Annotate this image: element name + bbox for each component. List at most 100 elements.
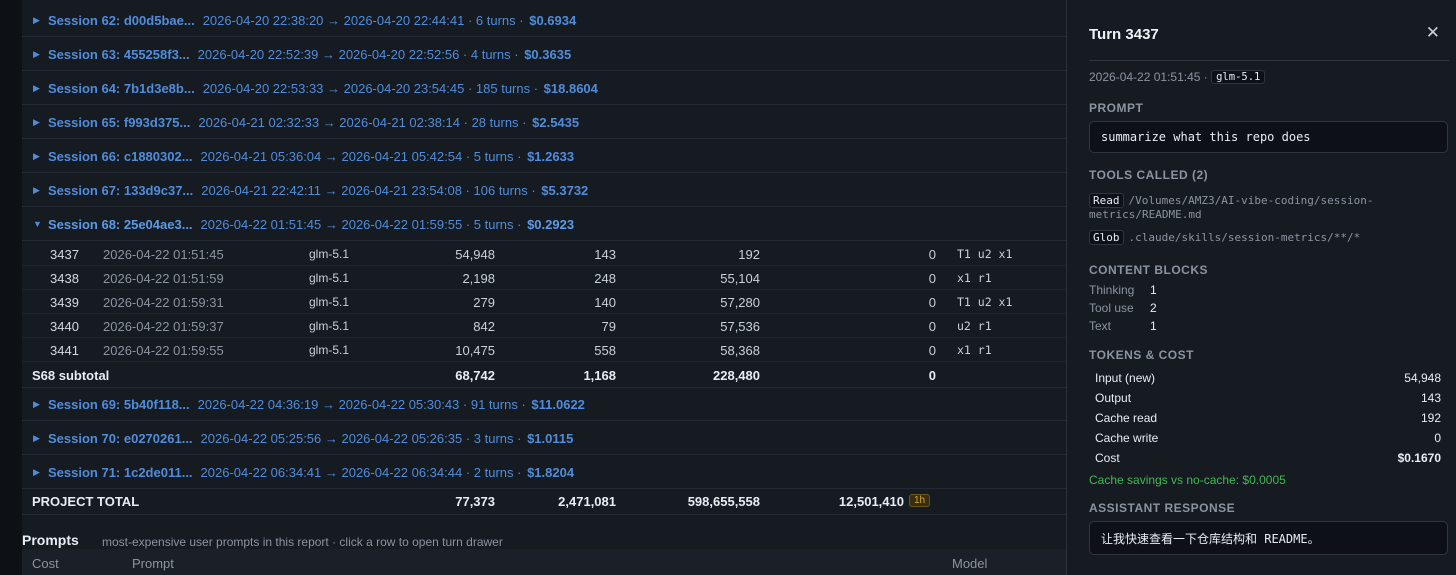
session-title: Session 69: 5b40f118... [48, 396, 190, 412]
turn-row[interactable]: 3438 2026-04-22 01:51:59 glm-5.1 2,198 2… [22, 266, 1066, 290]
turn-row[interactable]: 3440 2026-04-22 01:59:37 glm-5.1 842 79 … [22, 314, 1066, 338]
subtotal-output: 1,168 [583, 368, 616, 383]
session-range: 2026-04-22 05:25:56 → 2026-04-22 05:26:3… [200, 430, 463, 446]
turn-input: 10,475 [455, 343, 495, 358]
block-row: Text 1 [1089, 319, 1157, 333]
col-prompt[interactable]: Prompt [132, 556, 174, 571]
response-box: 让我快速查看一下仓库结构和 README。 [1089, 521, 1448, 555]
session-title: Session 70: e0270261... [48, 430, 193, 446]
prompt-box: summarize what this repo does [1089, 121, 1448, 153]
turn-id: 3441 [50, 343, 79, 358]
turn-timestamp: 2026-04-22 01:59:31 [103, 295, 224, 310]
session-turns: 6 turns [475, 12, 516, 28]
session-row[interactable]: ▶ Session 70: e0270261... 2026-04-22 05:… [22, 422, 1066, 455]
turn-meta: 2026-04-22 01:51:45 · glm-5.1 [1089, 70, 1266, 84]
tools-label: TOOLS CALLED (2) [1089, 168, 1209, 182]
session-cost: $1.8204 [527, 464, 575, 480]
triangle-right-icon: ▶ [33, 48, 40, 59]
turn-tools: T1 u2 x1 [957, 247, 1013, 261]
triangle-right-icon: ▶ [33, 184, 40, 195]
session-cost: $2.5435 [532, 114, 580, 130]
session-row[interactable]: ▶ Session 66: c1880302... 2026-04-21 05:… [22, 140, 1066, 173]
turn-row[interactable]: 3439 2026-04-22 01:59:31 glm-5.1 279 140… [22, 290, 1066, 314]
turn-cache-read: 57,280 [720, 295, 760, 310]
turn-tools: x1 r1 [957, 343, 992, 357]
session-row[interactable]: ▶ Session 63: 455258f3... 2026-04-20 22:… [22, 38, 1066, 71]
turn-input: 54,948 [455, 247, 495, 262]
session-range: 2026-04-20 22:53:33 → 2026-04-20 23:54:4… [202, 80, 465, 96]
turn-cache-read: 192 [738, 247, 760, 262]
tool-arg: /Volumes/AMZ3/AI-vibe-coding/session- [1128, 194, 1374, 207]
subtotal-cache-write: 0 [928, 368, 936, 383]
drawer-title: Turn 3437 [1089, 26, 1159, 43]
turn-tools: x1 r1 [957, 271, 992, 285]
block-row: Thinking 1 [1089, 283, 1157, 297]
token-row: Cache read 192 [1095, 411, 1441, 425]
triangle-right-icon: ▶ [33, 116, 40, 127]
response-text: 让我快速查看一下仓库结构和 README。 [1101, 532, 1320, 546]
total-input: 77,373 [455, 494, 495, 509]
session-row[interactable]: ▶ Session 69: 5b40f118... 2026-04-22 04:… [22, 388, 1066, 421]
token-key: Cache read [1095, 411, 1158, 425]
total-output: 2,471,081 [558, 494, 616, 509]
col-cost[interactable]: Cost [32, 556, 59, 571]
session-row-expanded[interactable]: ▼ Session 68: 25e04ae3... 2026-04-22 01:… [22, 208, 1066, 241]
token-key: Cost [1095, 451, 1120, 465]
tool-name: Read [1089, 193, 1124, 208]
triangle-right-icon: ▶ [33, 398, 40, 409]
subtotal-input: 68,742 [455, 368, 495, 383]
token-row: Cache write 0 [1095, 431, 1441, 445]
session-cost: $1.0115 [527, 430, 574, 446]
session-range: 2026-04-21 02:32:33 → 2026-04-21 02:38:1… [198, 114, 461, 130]
response-label: ASSISTANT RESPONSE [1089, 501, 1236, 515]
token-key: Cache write [1095, 431, 1159, 445]
session-cost: $5.3732 [541, 182, 589, 198]
turn-model: glm-5.1 [309, 271, 350, 285]
turn-input: 2,198 [462, 271, 495, 286]
turn-input: 842 [473, 319, 495, 334]
turn-timestamp: 2026-04-22 01:59:55 [103, 343, 224, 358]
turn-cache-read: 55,104 [720, 271, 760, 286]
block-key: Tool use [1089, 301, 1134, 315]
token-key: Output [1095, 391, 1132, 405]
turn-row[interactable]: 3437 2026-04-22 01:51:45 glm-5.1 54,948 … [22, 242, 1066, 266]
session-title: Session 71: 1c2de011... [48, 464, 193, 480]
session-range: 2026-04-20 22:38:20 → 2026-04-20 22:44:4… [202, 12, 465, 28]
session-row[interactable]: ▶ Session 62: d00d5bae... 2026-04-20 22:… [22, 4, 1066, 37]
turn-id: 3438 [50, 271, 79, 286]
session-row[interactable]: ▶ Session 64: 7b1d3e8b... 2026-04-20 22:… [22, 72, 1066, 105]
turn-cache-write: 0 [928, 271, 936, 286]
session-range: 2026-04-21 22:42:11 → 2026-04-21 23:54:0… [201, 182, 462, 198]
prompt-label: PROMPT [1089, 101, 1144, 115]
token-value: $0.1670 [1397, 451, 1441, 465]
session-range: 2026-04-21 05:36:04 → 2026-04-21 05:42:5… [200, 148, 463, 164]
block-value: 1 [1150, 319, 1157, 333]
turn-input: 279 [473, 295, 495, 310]
session-turns: 106 turns [473, 182, 528, 198]
close-icon[interactable]: ✕ [1425, 23, 1440, 42]
prompts-heading: Prompts [22, 532, 79, 548]
session-title: Session 67: 133d9c37... [48, 182, 194, 198]
ttl-badge: 1h [909, 494, 931, 507]
turn-timestamp: 2026-04-22 01:51:59 [103, 271, 224, 286]
session-row[interactable]: ▶ Session 65: f993d375... 2026-04-21 02:… [22, 106, 1066, 139]
session-row[interactable]: ▶ Session 67: 133d9c37... 2026-04-21 22:… [22, 174, 1066, 207]
turn-output: 558 [594, 343, 616, 358]
turn-cache-write: 0 [928, 295, 936, 310]
session-title: Session 65: f993d375... [48, 114, 191, 130]
token-key: Input (new) [1095, 371, 1156, 385]
turn-id: 3439 [50, 295, 79, 310]
session-row[interactable]: ▶ Session 71: 1c2de011... 2026-04-22 06:… [22, 456, 1066, 489]
turn-row[interactable]: 3441 2026-04-22 01:59:55 glm-5.1 10,475 … [22, 338, 1066, 362]
session-range: 2026-04-20 22:52:39 → 2026-04-20 22:52:5… [197, 46, 460, 62]
session-cost: $18.8604 [543, 80, 598, 96]
turn-output: 79 [601, 319, 616, 334]
session-turns: 28 turns [471, 114, 519, 130]
triangle-right-icon: ▶ [33, 14, 40, 25]
turn-timestamp: 2026-04-22 01:59:37 [103, 319, 224, 334]
turn-tools: T1 u2 x1 [957, 295, 1013, 309]
session-title: Session 66: c1880302... [48, 148, 193, 164]
session-title: Session 62: d00d5bae... [48, 12, 195, 28]
col-model[interactable]: Model [952, 556, 988, 571]
triangle-right-icon: ▶ [33, 466, 40, 477]
